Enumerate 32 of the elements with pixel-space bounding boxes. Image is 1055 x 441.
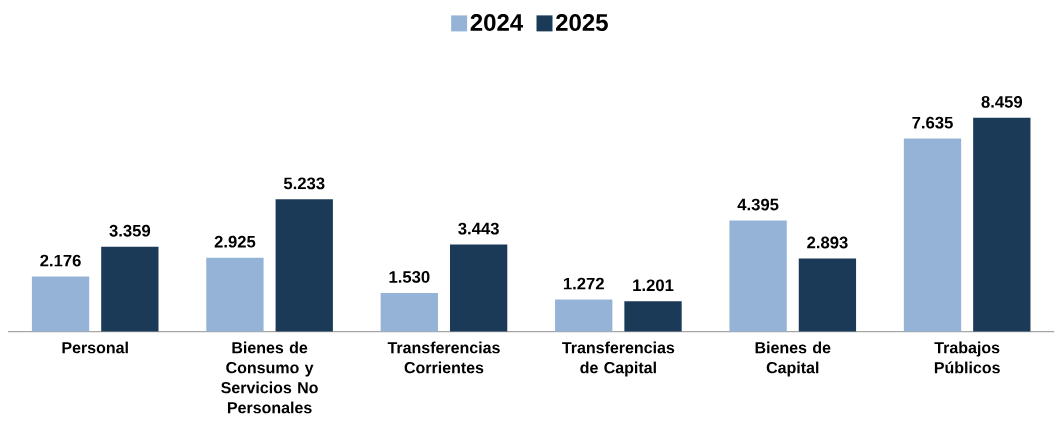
- data-label: 3.359: [109, 224, 151, 237]
- data-label: 1.530: [389, 271, 430, 283]
- x-tick-label: Trabajos Públicos: [934, 341, 1000, 374]
- x-tick-label: Bienes de Capital: [755, 341, 831, 377]
- bar: [206, 257, 264, 332]
- data-label: 4.395: [737, 198, 779, 211]
- bar: [973, 117, 1031, 332]
- data-label: 7.635: [912, 116, 953, 129]
- data-label: 1.272: [563, 277, 604, 290]
- x-tick-label: Bienes de Consumo y Servicios No Personales: [221, 341, 318, 414]
- data-label: 8.459: [981, 96, 1023, 108]
- data-label: 3.443: [458, 222, 499, 235]
- legend-label: 2024: [470, 14, 524, 32]
- bar: [275, 199, 333, 332]
- bar: [449, 244, 508, 332]
- x-tick-label: Transferencias Corrientes: [387, 341, 500, 374]
- data-label: 1.201: [633, 279, 674, 292]
- bar: [31, 276, 90, 332]
- bar: [380, 292, 438, 332]
- x-tick-label: Transferencias de Capital: [562, 341, 675, 377]
- bar: [624, 301, 682, 332]
- bar: [798, 258, 857, 332]
- legend-label: 2025: [556, 14, 608, 32]
- data-label: 5.233: [283, 177, 325, 190]
- data-label: 2.925: [214, 235, 256, 248]
- bar: [101, 246, 159, 332]
- data-label: 2.176: [40, 254, 81, 267]
- bar: [555, 299, 613, 332]
- bar: [903, 138, 962, 332]
- bar: [729, 220, 787, 332]
- data-label: 2.893: [807, 236, 848, 249]
- x-tick-label: Personal: [62, 341, 128, 354]
